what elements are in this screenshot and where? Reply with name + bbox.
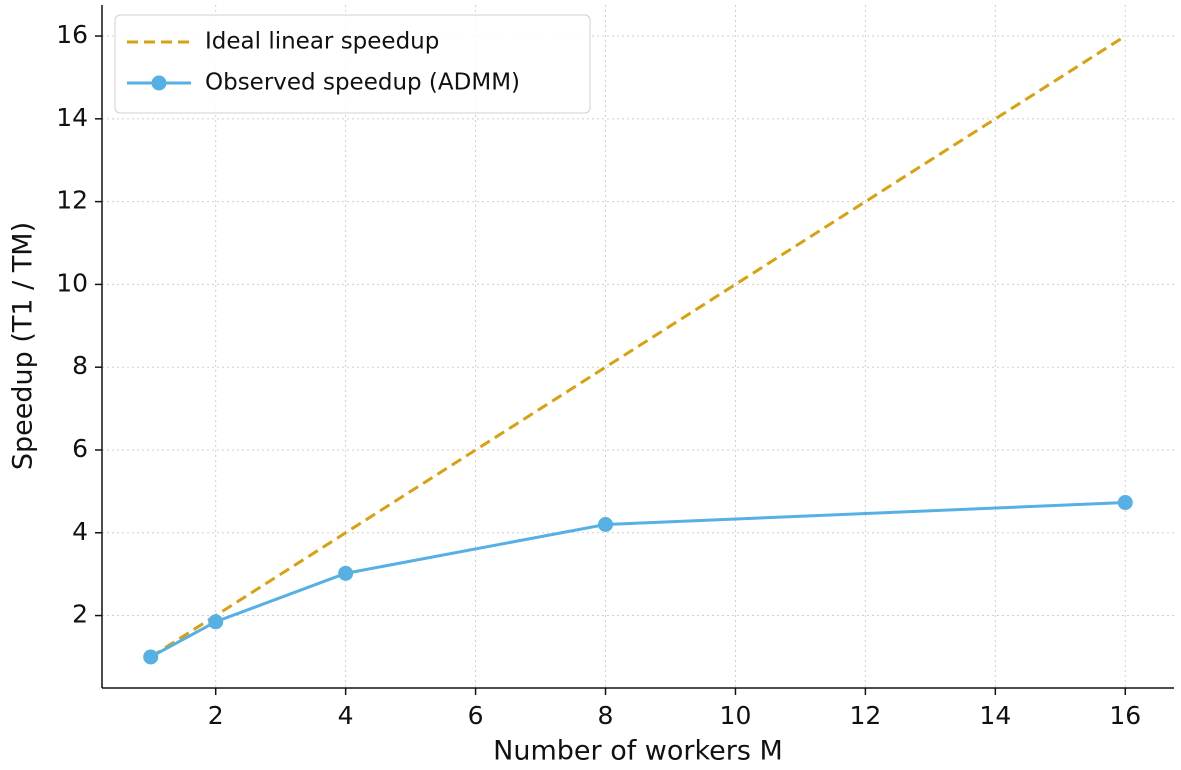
y-tick-label: 12 bbox=[56, 186, 88, 215]
data-point bbox=[1117, 495, 1133, 511]
legend-marker bbox=[151, 75, 167, 91]
series-line bbox=[149, 34, 1127, 659]
x-tick-label: 8 bbox=[598, 701, 614, 730]
series-line bbox=[150, 501, 1126, 659]
data-point bbox=[338, 565, 354, 581]
legend-label: Observed speedup (ADMM) bbox=[205, 70, 520, 96]
x-tick-label: 2 bbox=[208, 701, 224, 730]
data-point bbox=[598, 516, 614, 532]
y-tick-label: 6 bbox=[72, 434, 88, 463]
legend-box bbox=[114, 14, 591, 114]
data-point bbox=[143, 649, 159, 665]
y-tick-label: 4 bbox=[72, 517, 88, 546]
y-axis-label: Speedup (T1 / TM) bbox=[8, 222, 39, 470]
x-tick-label: 14 bbox=[979, 701, 1011, 730]
legend-label: Ideal linear speedup bbox=[205, 29, 439, 55]
data-point bbox=[208, 614, 224, 630]
x-tick-label: 6 bbox=[468, 701, 484, 730]
y-tick-label: 16 bbox=[56, 20, 88, 49]
x-tick-label: 12 bbox=[849, 701, 881, 730]
y-tick-label: 8 bbox=[72, 351, 88, 380]
x-tick-label: 16 bbox=[1109, 701, 1141, 730]
y-tick-label: 2 bbox=[72, 600, 88, 629]
y-tick-label: 10 bbox=[56, 268, 88, 297]
y-tick-label: 14 bbox=[56, 103, 88, 132]
x-axis-label: Number of workers M bbox=[493, 736, 783, 767]
x-tick-label: 10 bbox=[720, 701, 752, 730]
x-tick-label: 4 bbox=[338, 701, 354, 730]
